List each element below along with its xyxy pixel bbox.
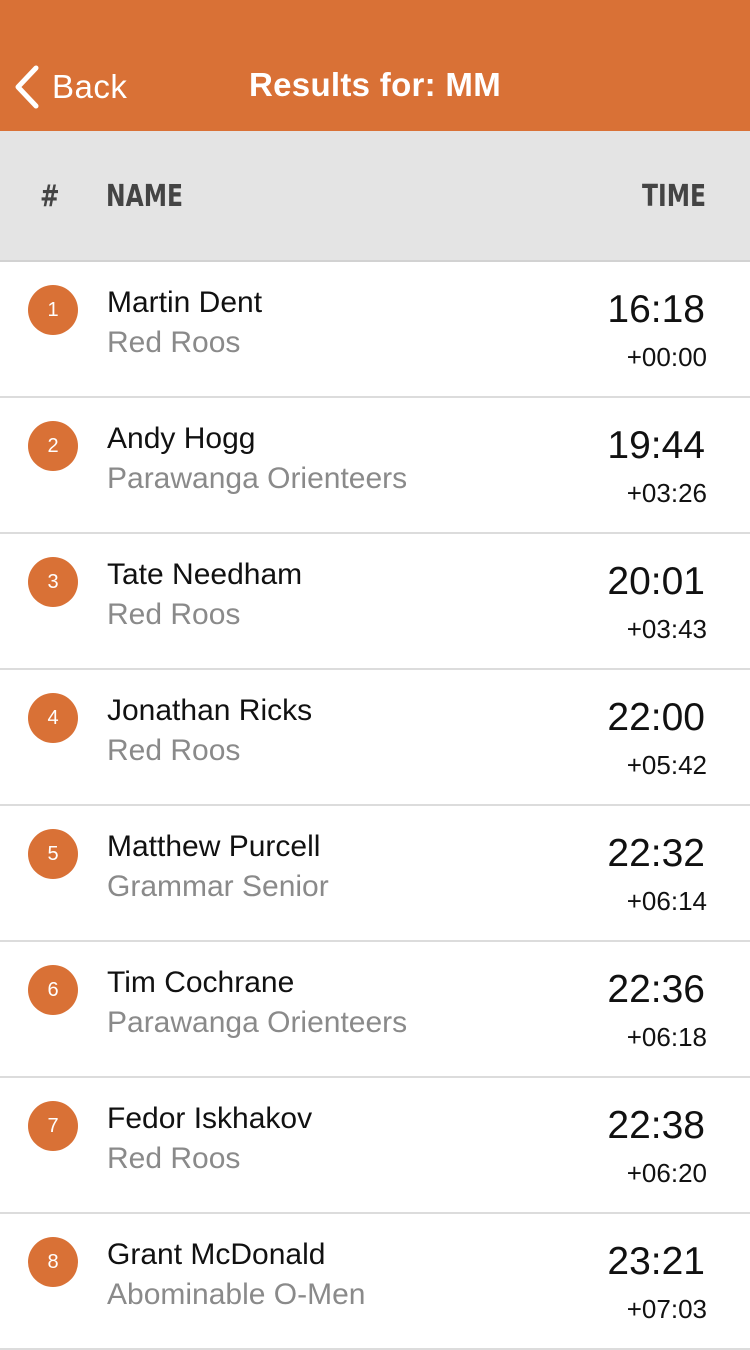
time-behind: +06:20 (626, 1158, 707, 1188)
runner-time: 22:36 (607, 968, 705, 1011)
runner-time: 22:38 (607, 1104, 705, 1147)
result-row[interactable]: 5 Matthew Purcell Grammar Senior 22:32 +… (0, 806, 750, 942)
rank-badge: 5 (28, 829, 78, 879)
results-list: 1 Martin Dent Red Roos 16:18 +00:00 2 An… (0, 262, 750, 1350)
navigation-bar: Back Results for: MM (0, 0, 750, 131)
back-label: Back (52, 68, 128, 105)
rank-badge: 8 (28, 1237, 78, 1287)
time-behind: +00:00 (626, 342, 707, 372)
runner-name: Tate Needham (107, 558, 303, 591)
runner-time: 22:00 (607, 696, 705, 739)
result-row[interactable]: 6 Tim Cochrane Parawanga Orienteers 22:3… (0, 942, 750, 1078)
runner-time: 23:21 (607, 1240, 705, 1283)
time-column-header: TIME (642, 179, 706, 214)
time-behind: +03:26 (626, 478, 707, 508)
runner-time: 22:32 (607, 832, 705, 875)
runner-name: Martin Dent (107, 286, 263, 319)
runner-club: Parawanga Orienteers (107, 1006, 408, 1039)
result-row[interactable]: 3 Tate Needham Red Roos 20:01 +03:43 (0, 534, 750, 670)
runner-club: Grammar Senior (107, 870, 329, 903)
runner-club: Abominable O-Men (107, 1278, 366, 1311)
rank-badge: 4 (28, 693, 78, 743)
runner-time: 20:01 (607, 560, 705, 603)
runner-name: Tim Cochrane (107, 966, 295, 999)
time-behind: +06:14 (626, 886, 707, 916)
runner-club: Red Roos (107, 1142, 241, 1175)
time-behind: +03:43 (626, 614, 707, 644)
time-behind: +06:18 (626, 1022, 707, 1052)
result-row[interactable]: 7 Fedor Iskhakov Red Roos 22:38 +06:20 (0, 1078, 750, 1214)
runner-club: Red Roos (107, 326, 241, 359)
time-behind: +07:03 (626, 1294, 707, 1324)
rank-column-header: # (40, 179, 60, 214)
runner-club: Parawanga Orienteers (107, 462, 408, 495)
runner-name: Grant McDonald (107, 1238, 326, 1271)
runner-name: Jonathan Ricks (107, 694, 313, 727)
runner-club: Red Roos (107, 734, 241, 767)
time-behind: +05:42 (626, 750, 707, 780)
result-row[interactable]: 8 Grant McDonald Abominable O-Men 23:21 … (0, 1214, 750, 1350)
rank-badge: 3 (28, 557, 78, 607)
runner-time: 16:18 (607, 288, 705, 331)
page-title: Results for: MM (249, 66, 501, 103)
rank-badge: 6 (28, 965, 78, 1015)
rank-badge: 2 (28, 421, 78, 471)
column-header: # NAME TIME (0, 131, 750, 262)
chevron-left-icon (14, 65, 40, 109)
runner-name: Matthew Purcell (107, 830, 321, 863)
name-column-header: NAME (106, 179, 183, 214)
result-row[interactable]: 1 Martin Dent Red Roos 16:18 +00:00 (0, 262, 750, 398)
runner-name: Andy Hogg (107, 422, 256, 455)
result-row[interactable]: 2 Andy Hogg Parawanga Orienteers 19:44 +… (0, 398, 750, 534)
runner-time: 19:44 (607, 424, 705, 467)
runner-name: Fedor Iskhakov (107, 1102, 313, 1135)
result-row[interactable]: 4 Jonathan Ricks Red Roos 22:00 +05:42 (0, 670, 750, 806)
back-button[interactable]: Back (14, 62, 127, 112)
runner-club: Red Roos (107, 598, 241, 631)
rank-badge: 7 (28, 1101, 78, 1151)
rank-badge: 1 (28, 285, 78, 335)
